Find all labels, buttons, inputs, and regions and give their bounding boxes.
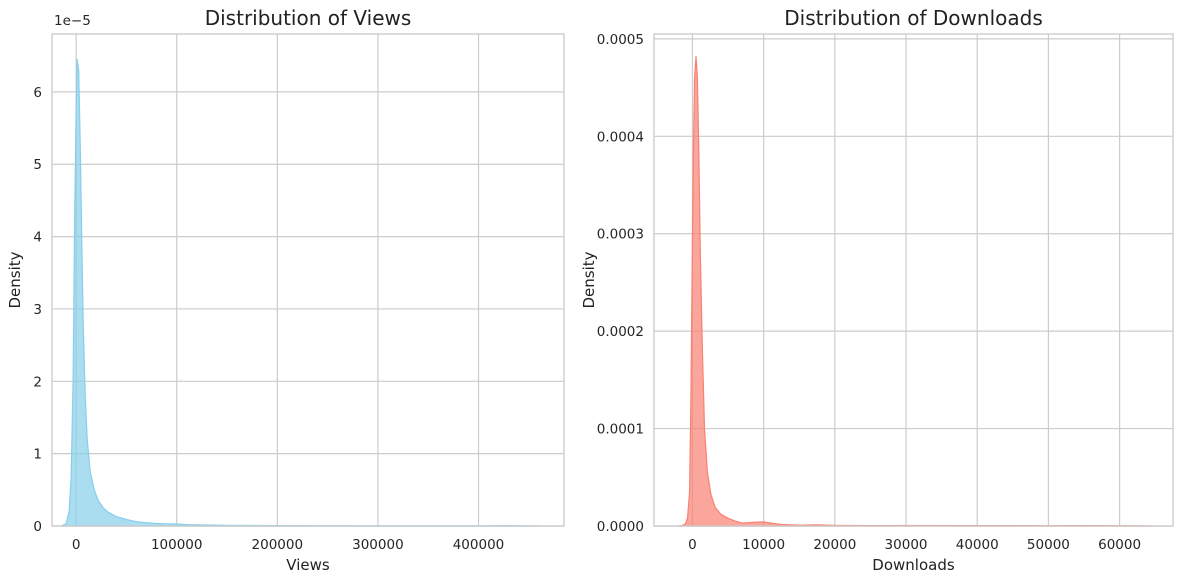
x-tick-label: 100000 <box>151 537 203 553</box>
x-tick-label: 50000 <box>1027 537 1070 553</box>
x-tick-label: 400000 <box>453 537 505 553</box>
chart-title: Distribution of Downloads <box>784 6 1043 30</box>
chart-title: Distribution of Views <box>205 6 412 30</box>
x-tick-label: 30000 <box>885 537 928 553</box>
y-tick-label: 4 <box>33 230 42 246</box>
density-area <box>60 58 540 527</box>
x-tick-label: 300000 <box>352 537 404 553</box>
y-tick-label: 5 <box>33 157 42 173</box>
axes-frame <box>51 33 565 527</box>
y-tick-label: 3 <box>33 302 42 318</box>
y-tick-label: 0.0000 <box>597 519 644 535</box>
x-axis-label: Views <box>286 556 330 574</box>
y-tick-label: 2 <box>33 374 42 390</box>
x-tick-label: 0 <box>72 537 81 553</box>
y-tick-label: 0.0001 <box>597 422 644 438</box>
x-tick-label: 0 <box>688 537 697 553</box>
y-axis-label: Density <box>6 251 24 308</box>
downloads-panel: 0 10000 20000 30000 40000 50000 60000 0.0000 0.0… <box>580 6 1174 574</box>
axes-frame <box>653 33 1174 527</box>
y-tick-label: 0.0005 <box>597 32 644 48</box>
density-area <box>677 55 1153 527</box>
x-tick-label: 60000 <box>1098 537 1141 553</box>
y-offset-label: 1e−5 <box>54 13 91 29</box>
x-tick-label: 40000 <box>956 537 999 553</box>
y-tick-label: 6 <box>33 85 42 101</box>
x-tick-label: 20000 <box>813 537 856 553</box>
y-tick-label: 0 <box>33 519 42 535</box>
y-tick-label: 0.0003 <box>597 227 644 243</box>
y-tick-label: 1 <box>33 447 42 463</box>
y-axis-label: Density <box>580 251 598 308</box>
x-axis-label: Downloads <box>872 556 955 574</box>
y-tick-label: 0.0004 <box>597 129 644 145</box>
y-tick-label: 0.0002 <box>597 324 644 340</box>
views-panel: 0 100000 200000 300000 400000 0 1 2 3 4 5 6 1e−5 Dist… <box>6 6 565 574</box>
x-tick-label: 10000 <box>742 537 785 553</box>
x-tick-label: 200000 <box>252 537 304 553</box>
